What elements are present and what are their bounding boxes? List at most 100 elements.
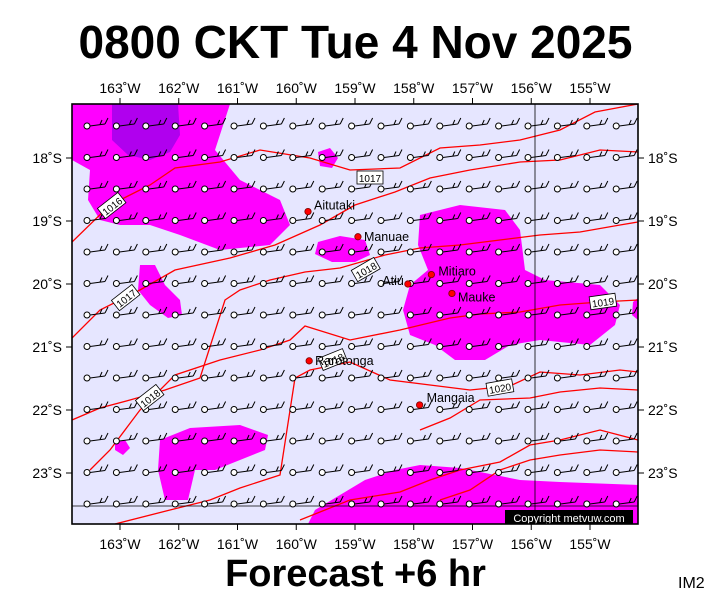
rain-area-east-edge xyxy=(632,298,638,320)
wind-barb xyxy=(465,495,491,508)
wind-barb xyxy=(524,180,550,193)
wind-barb xyxy=(524,369,550,382)
copyright-background xyxy=(505,510,633,524)
wind-barb xyxy=(142,432,168,445)
wind-barb xyxy=(259,306,285,319)
wind-barb xyxy=(436,432,462,445)
wind-barb xyxy=(583,495,609,508)
lon-label-bottom: 161˚W xyxy=(217,536,259,552)
rain-area-heavy xyxy=(112,104,180,160)
wind-barb xyxy=(436,369,462,382)
wind-barb xyxy=(436,117,462,130)
wind-barb xyxy=(289,495,315,508)
wind-barb xyxy=(495,432,521,445)
wind-barb xyxy=(643,433,667,444)
wind-barb xyxy=(83,495,109,508)
wind-barb xyxy=(643,307,667,318)
wind-barb xyxy=(112,212,138,224)
place-aitutaki: Aitutaki xyxy=(304,199,355,216)
wind-barb xyxy=(612,306,638,319)
wind-barb xyxy=(289,212,315,224)
wind-barb xyxy=(259,243,285,256)
wind-barb xyxy=(112,495,138,508)
wind-barb xyxy=(406,338,432,350)
wind-barb xyxy=(289,369,315,382)
wind-barb xyxy=(495,212,521,224)
wind-barb xyxy=(201,495,227,508)
wind-barb xyxy=(436,401,462,413)
lat-label-left: 22˚S xyxy=(32,402,62,418)
wind-barb xyxy=(583,149,609,161)
rain-area-center xyxy=(315,236,370,262)
wind-barb xyxy=(230,495,256,508)
isobar-label: 1019 xyxy=(588,292,618,310)
wind-barb xyxy=(583,432,609,445)
isobar-6 xyxy=(299,429,638,521)
copyright-text: Copyright metvuw.com xyxy=(513,513,624,525)
wind-barb xyxy=(230,369,256,382)
wind-barb xyxy=(465,275,491,287)
wind-barb xyxy=(377,401,403,413)
wind-barb xyxy=(230,243,256,256)
wind-barb xyxy=(171,369,197,382)
wind-barb xyxy=(495,117,521,130)
wind-barb xyxy=(406,401,432,413)
wind-barb xyxy=(348,495,374,508)
wind-barb xyxy=(524,243,550,256)
rain-area-west xyxy=(138,265,182,318)
wind-barb xyxy=(142,149,168,161)
place-label: Aitutaki xyxy=(314,199,355,213)
wind-barb xyxy=(201,338,227,350)
lat-label-left: 23˚S xyxy=(32,465,62,481)
wind-barb xyxy=(583,275,609,287)
wind-barb xyxy=(436,464,462,476)
wind-barb xyxy=(406,306,432,319)
wind-barb xyxy=(318,243,344,256)
wind-barb xyxy=(612,401,638,413)
wind-barb xyxy=(318,369,344,382)
place-label: Mitiaro xyxy=(438,265,476,279)
wind-barb xyxy=(465,243,491,256)
wind-barb xyxy=(495,275,521,287)
wind-barb xyxy=(201,464,227,476)
wind-barb xyxy=(142,338,168,350)
wind-barb xyxy=(171,149,197,161)
wind-barb xyxy=(583,338,609,350)
wind-barb xyxy=(612,180,638,193)
wind-barb xyxy=(142,369,168,382)
wind-barb xyxy=(171,117,197,130)
wind-barb xyxy=(612,432,638,445)
wind-barb xyxy=(289,275,315,287)
wind-barb xyxy=(348,369,374,382)
place-dot xyxy=(427,270,435,279)
lon-label-bottom: 158˚W xyxy=(393,536,435,552)
wind-barb xyxy=(465,432,491,445)
wind-barb xyxy=(495,149,521,161)
wind-barb xyxy=(612,117,638,130)
wind-barb xyxy=(583,180,609,193)
wind-barb xyxy=(583,306,609,319)
wind-barb xyxy=(259,212,285,224)
wind-barb xyxy=(348,464,374,476)
svg-text:1020: 1020 xyxy=(488,382,512,397)
wind-barb xyxy=(524,432,550,445)
chart-title: 0800 CKT Tue 4 Nov 2025 xyxy=(78,16,633,68)
wind-barb xyxy=(348,212,374,224)
rain-area-southeast xyxy=(308,465,638,524)
wind-barb xyxy=(495,401,521,413)
forecast-label: Forecast +6 hr xyxy=(225,553,486,595)
lat-label-right: 22˚S xyxy=(648,402,678,418)
copyright-box: Copyright metvuw.com xyxy=(505,510,633,525)
isobar-1 xyxy=(72,104,638,243)
wind-barb xyxy=(230,180,256,193)
wind-barb xyxy=(553,432,579,445)
wind-barb xyxy=(259,180,285,193)
wind-barb xyxy=(643,181,667,192)
wind-barb xyxy=(553,369,579,382)
place-dot xyxy=(448,289,456,298)
lat-label-left: 19˚S xyxy=(32,213,62,229)
wind-barb xyxy=(348,117,374,130)
place-mangaia: Mangaia xyxy=(416,391,475,409)
lon-label-top: 160˚W xyxy=(276,80,318,96)
